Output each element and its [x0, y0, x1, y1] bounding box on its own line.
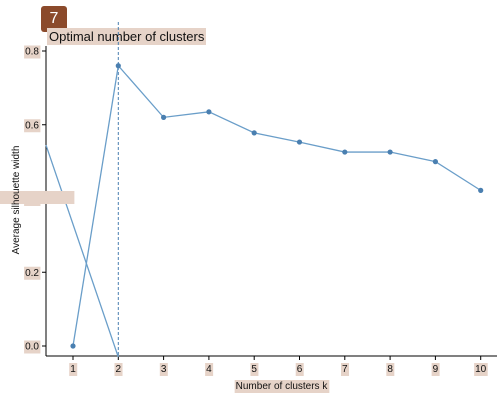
y-tick-label-highlight [24, 266, 41, 280]
data-point [70, 343, 76, 349]
x-tick-label-highlight [250, 363, 259, 376]
data-point [206, 109, 212, 115]
y-axis-label-group: Average silhouette width [0, 146, 75, 255]
x-tick-label-group: 1 [69, 363, 78, 376]
y-axis-label-highlight [0, 191, 75, 204]
figure-badge: 7 [41, 6, 67, 32]
x-tick-label-highlight [386, 363, 395, 376]
x-tick-label-group: 7 [341, 363, 350, 376]
y-tick-label-highlight [24, 45, 41, 59]
diagonal-segment [45, 144, 119, 358]
x-tick-label: 1 [70, 364, 76, 375]
x-tick-label-group: 3 [159, 363, 168, 376]
x-tick-label-group: 5 [250, 363, 259, 376]
x-tick-label-highlight [431, 363, 440, 376]
y-tick-label: 0.6 [25, 120, 39, 131]
y-tick-label: 0.8 [25, 47, 39, 58]
data-point [432, 159, 438, 165]
y-tick-label-group: 0.0 [24, 340, 41, 354]
x-tick-label-group: 6 [295, 363, 304, 376]
data-point [478, 187, 484, 193]
x-tick-label-group: 2 [114, 363, 123, 376]
y-tick-label: 0.0 [25, 342, 39, 353]
y-tick-label-highlight [24, 119, 41, 133]
data-point [296, 139, 303, 145]
x-tick-label-highlight [205, 363, 214, 376]
y-tick-label-group: 0.6 [24, 119, 41, 133]
y-tick-label-group: 0.2 [24, 266, 41, 280]
x-axis-label-highlight [234, 380, 330, 393]
x-tick-label: 6 [297, 364, 303, 375]
y-axis-label: Average silhouette width [11, 146, 22, 255]
x-tick-label-group: 10 [474, 363, 488, 376]
x-axis-label-group: Number of clusters k [234, 380, 330, 393]
x-tick-label-highlight [341, 363, 350, 376]
x-tick-label: 10 [475, 364, 487, 375]
data-point [251, 130, 257, 136]
x-tick-label-group: 8 [386, 363, 395, 376]
x-axis-label: Number of clusters k [236, 381, 329, 392]
data-point [161, 114, 167, 120]
x-tick-label-group: 4 [205, 363, 214, 376]
y-tick-label-highlight [24, 340, 41, 354]
x-tick-label: 9 [433, 364, 439, 375]
x-tick-label-highlight [114, 363, 123, 376]
series-line [72, 64, 482, 347]
x-tick-label-highlight [474, 363, 488, 376]
chart-title: Optimal number of clusters [47, 28, 207, 45]
data-point [342, 149, 348, 155]
x-tick-label: 8 [387, 364, 393, 375]
y-tick-label: 0.2 [25, 268, 39, 279]
x-tick-label-highlight [295, 363, 304, 376]
data-point [387, 149, 393, 155]
x-tick-label: 3 [161, 364, 167, 375]
x-tick-label: 5 [251, 364, 257, 375]
x-tick-label-group: 9 [431, 363, 440, 376]
x-tick-label-highlight [69, 363, 78, 376]
x-tick-label: 2 [116, 364, 122, 375]
x-tick-label: 7 [342, 364, 348, 375]
y-tick-label-group: 0.8 [24, 45, 41, 59]
data-point [115, 63, 121, 69]
x-tick-label: 4 [206, 364, 212, 375]
x-tick-label-highlight [159, 363, 168, 376]
